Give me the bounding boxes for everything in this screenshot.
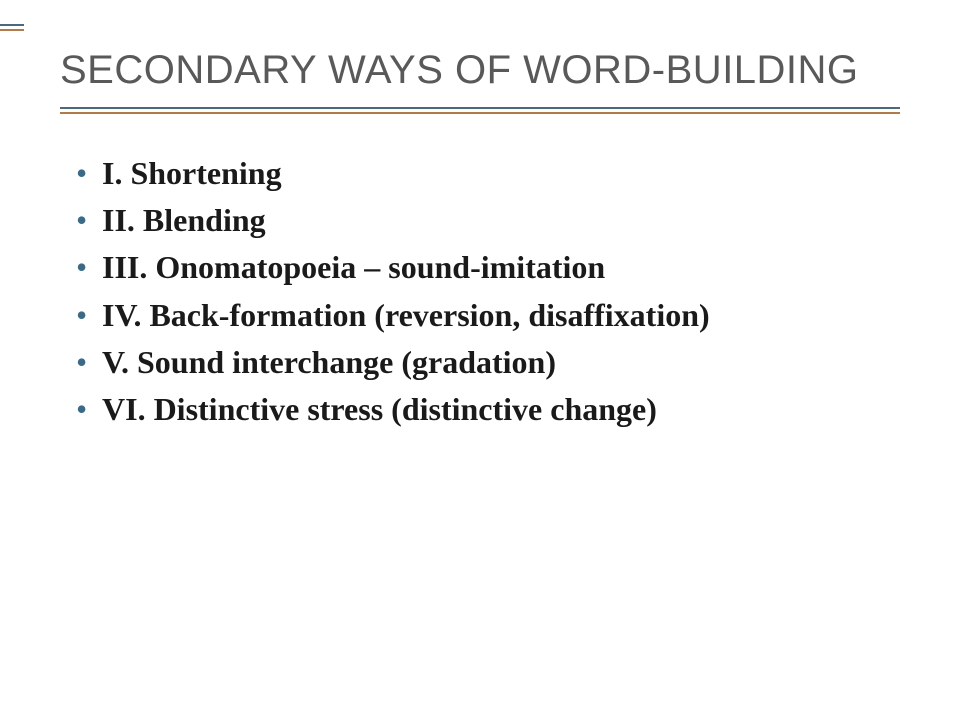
left-accent-bars (0, 24, 24, 31)
rule-top (60, 107, 900, 109)
list-item: II. Blending (72, 199, 900, 242)
accent-bar-top (0, 24, 24, 26)
title-underline (60, 107, 900, 114)
slide-container: SECONDARY WAYS OF WORD-BUILDING I. Short… (0, 0, 960, 720)
bullet-list: I. Shortening II. Blending III. Onomatop… (72, 152, 900, 431)
list-item: I. Shortening (72, 152, 900, 195)
list-item: IV. Back-formation (reversion, disaffixa… (72, 294, 900, 337)
list-item: VI. Distinctive stress (distinctive chan… (72, 388, 900, 431)
list-item: III. Onomatopoeia – sound-imitation (72, 246, 900, 289)
rule-bottom (60, 112, 900, 114)
list-item: V. Sound interchange (gradation) (72, 341, 900, 384)
slide-title: SECONDARY WAYS OF WORD-BUILDING (60, 48, 900, 93)
accent-bar-bottom (0, 29, 24, 31)
